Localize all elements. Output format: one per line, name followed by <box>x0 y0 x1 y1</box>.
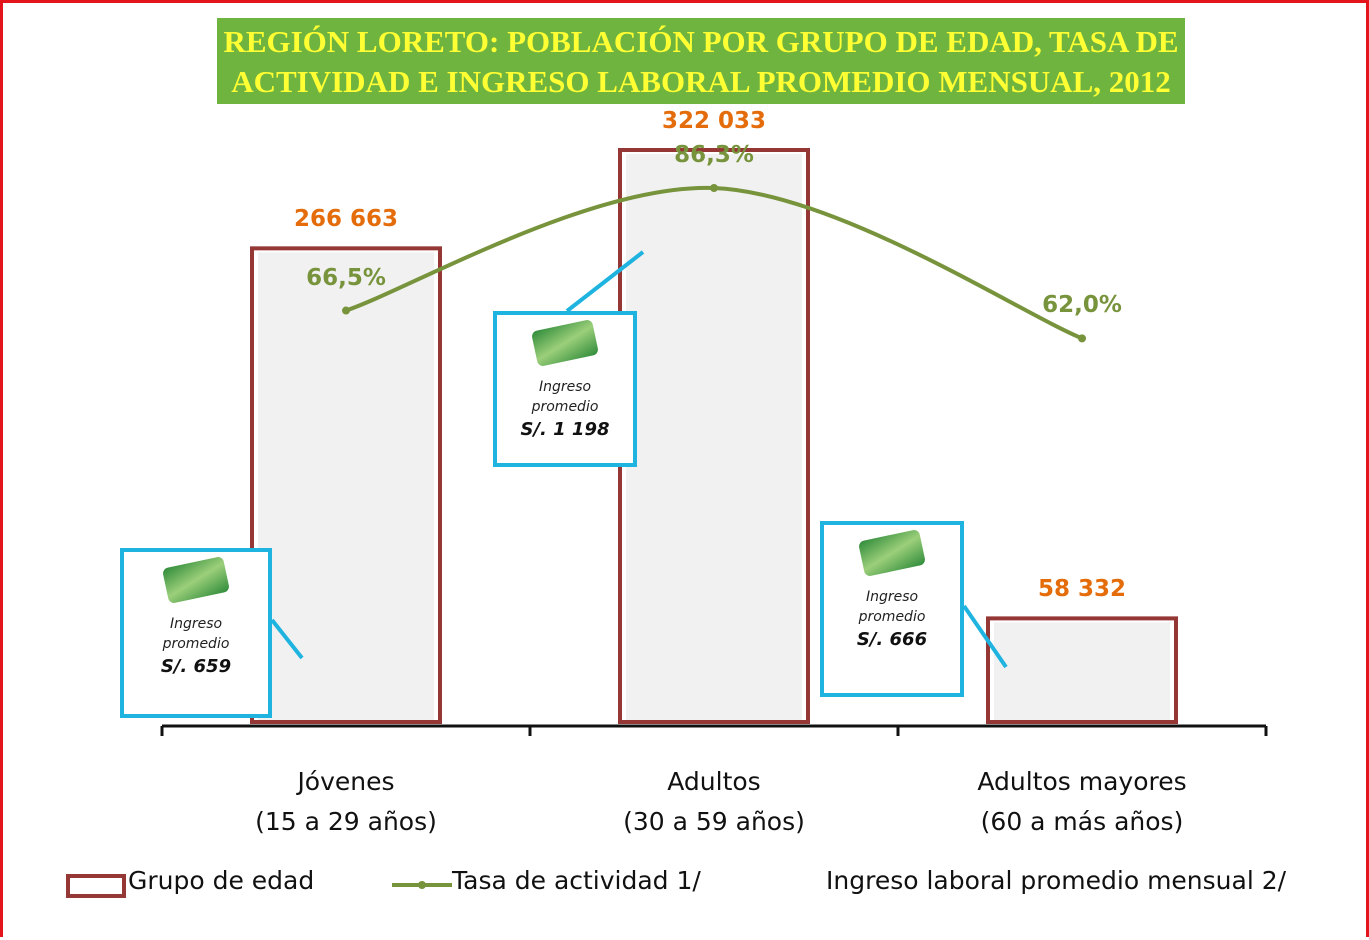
callout-value: S/. 666 <box>824 629 960 650</box>
page: REGIÓN LORETO: POBLACIÓN POR GRUPO DE ED… <box>0 0 1369 940</box>
bar-value-label: 266 663 <box>246 206 446 232</box>
money-icon <box>162 556 230 604</box>
money-icon <box>531 319 599 367</box>
legend-label: Grupo de edad <box>128 866 314 895</box>
line-marker <box>1078 334 1086 342</box>
line-value-label: 62,0% <box>982 292 1182 318</box>
money-icon <box>858 529 926 577</box>
legend-swatch <box>68 876 124 896</box>
bar-value-label: 58 332 <box>982 576 1182 602</box>
line-value-label: 86,3% <box>614 142 814 168</box>
legend-marker <box>418 881 426 889</box>
legend-label: Tasa de actividad 1/ <box>452 866 701 895</box>
line-marker <box>342 307 350 315</box>
callout-value: S/. 1 198 <box>497 419 633 440</box>
callout-label: Ingreso promedio <box>847 587 937 627</box>
x-tick-label: Adultos (30 a 59 años) <box>534 762 894 842</box>
line-marker <box>710 184 718 192</box>
callout-label: Ingreso promedio <box>151 614 241 654</box>
bar-fill <box>258 252 434 722</box>
chart-title: REGIÓN LORETO: POBLACIÓN POR GRUPO DE ED… <box>217 18 1185 104</box>
callout-label: Ingreso promedio <box>520 377 610 417</box>
bar-value-label: 322 033 <box>614 108 814 134</box>
bar-fill <box>994 622 1170 722</box>
line-value-label: 66,5% <box>246 265 446 291</box>
legend-label: Ingreso laboral promedio mensual 2/ <box>826 866 1286 895</box>
x-tick-label: Jóvenes (15 a 29 años) <box>166 762 526 842</box>
bar-fill <box>626 154 802 722</box>
callout-value: S/. 659 <box>124 656 268 677</box>
x-tick-label: Adultos mayores (60 a más años) <box>902 762 1262 842</box>
